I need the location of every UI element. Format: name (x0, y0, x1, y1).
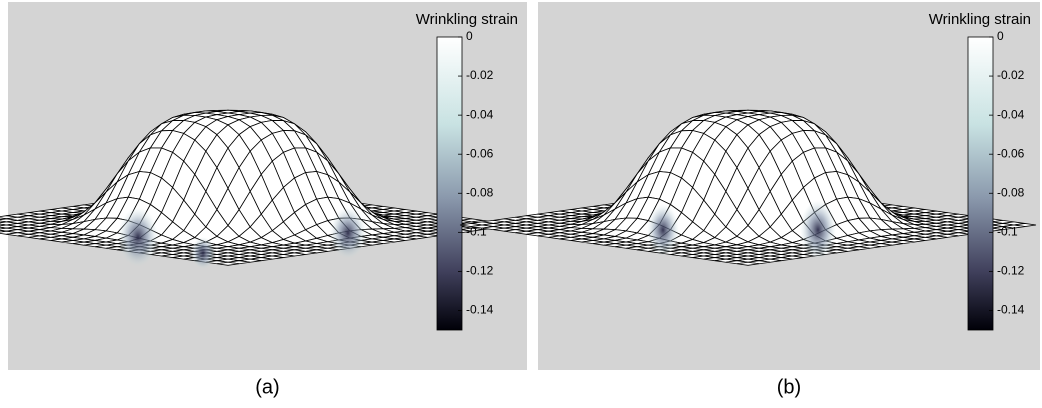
colorbar-title: Wrinkling strain (929, 11, 1031, 28)
colorbar-tick-label: -0.08 (997, 185, 1025, 199)
colorbar-tick-label: -0.14 (466, 303, 494, 317)
colorbar (968, 37, 993, 330)
colorbar-tick-label: -0.06 (997, 146, 1025, 160)
strain-spot (647, 204, 679, 256)
colorbar-tick-label: -0.06 (466, 146, 494, 160)
panel-caption: (b) (777, 376, 801, 398)
colorbar-tick-label: -0.02 (997, 68, 1025, 82)
strain-spot (330, 207, 366, 259)
strain-spot (118, 207, 158, 267)
colorbar-tick-label: -0.02 (466, 68, 494, 82)
strain-spot (191, 237, 215, 269)
colorbar-tick-label: -0.08 (466, 185, 494, 199)
colorbar-title: Wrinkling strain (416, 11, 518, 28)
colorbar-tick-label: -0.12 (466, 264, 494, 278)
page: {"panels": [ {"label": "(a)", "colorbar"… (0, 0, 1042, 403)
colorbar-tick-label: -0.1 (997, 225, 1018, 239)
colorbar (437, 37, 462, 330)
colorbar-tick-label: -0.14 (997, 303, 1025, 317)
panel-caption: (a) (255, 376, 279, 398)
figure: Wrinkling strain0-0.02-0.04-0.06-0.08-0.… (0, 0, 1042, 403)
colorbar-tick-label: -0.12 (997, 264, 1025, 278)
strain-spot (800, 200, 836, 260)
panel: Wrinkling strain0-0.02-0.04-0.06-0.08-0.… (460, 2, 1040, 398)
colorbar-tick-label: 0 (466, 29, 473, 43)
colorbar-tick-label: -0.04 (466, 107, 494, 121)
colorbar-tick-label: -0.04 (997, 107, 1025, 121)
colorbar-tick-label: 0 (997, 29, 1004, 43)
